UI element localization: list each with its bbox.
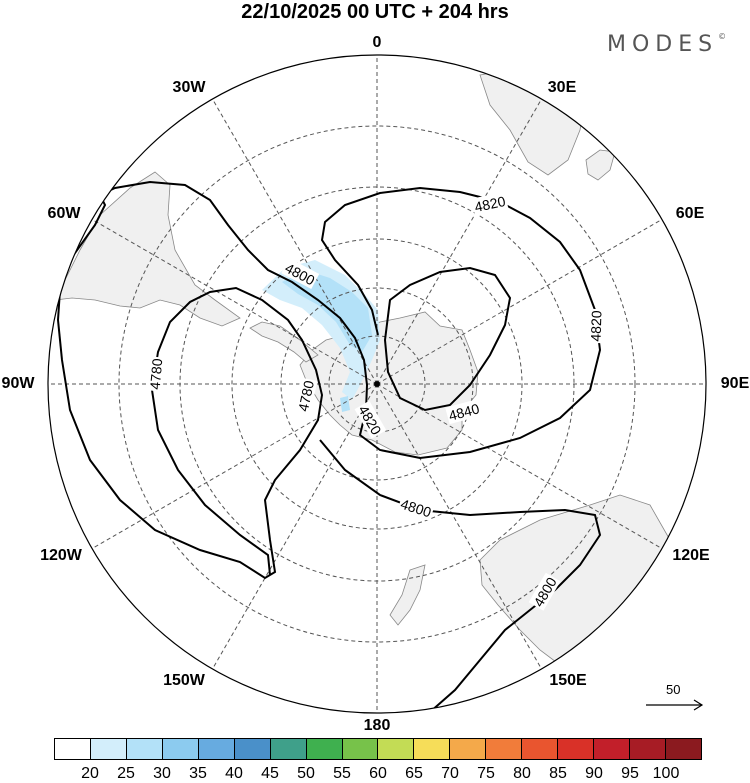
colorbar-tick-label: 25	[117, 765, 135, 782]
reference-vector	[646, 699, 704, 711]
colorbar-tick-label: 20	[81, 765, 99, 782]
longitude-label: 150W	[163, 672, 205, 689]
map-title: 22/10/2025 00 UTC + 204 hrs	[241, 1, 509, 23]
longitude-label: 30E	[547, 79, 577, 96]
land-madagascar	[585, 149, 616, 181]
longitude-label: 120W	[40, 547, 82, 564]
colorbar-tick-label: 70	[441, 765, 459, 782]
wind-shading-spot	[340, 396, 350, 412]
colorbar-swatch	[378, 739, 415, 759]
contour-4820-outer	[99, 180, 602, 460]
contour-label-text: 4820	[587, 310, 604, 342]
contour-label: 4820	[471, 191, 509, 216]
meridian-line	[376, 219, 663, 385]
pole-marker	[374, 381, 380, 387]
colorbar-tick-label: 40	[225, 765, 243, 782]
colorbar-swatch	[198, 739, 235, 759]
contour-label-text: 4780	[147, 358, 166, 391]
contour-label-text: 4800	[399, 496, 434, 521]
contour-label: 4780	[293, 377, 318, 415]
contour-label-halo	[471, 191, 509, 216]
meridian-line	[91, 383, 378, 549]
longitude-label: 60E	[675, 205, 705, 222]
brand-logo: MODES©	[607, 32, 726, 57]
colorbar-swatch	[270, 739, 307, 759]
brand-text: MODES	[607, 32, 719, 57]
longitude-label: 90W	[1, 375, 35, 392]
meridian-line	[91, 219, 378, 385]
colorbar-tick-label: 50	[297, 765, 315, 782]
land-new-zealand	[389, 564, 426, 626]
contour-label-halo	[145, 356, 166, 392]
contour-label-halo	[281, 258, 320, 290]
longitude-label: 150E	[549, 672, 587, 689]
latitude-circle-2	[280, 287, 474, 481]
colorbar-tick-label: 30	[153, 765, 171, 782]
longitude-label: 30W	[172, 79, 206, 96]
meridian-line	[212, 383, 378, 670]
colorbar-swatch	[162, 739, 199, 759]
colorbar-tick-label: 90	[585, 765, 603, 782]
latitude-circle-3	[231, 238, 523, 530]
contour-label-halo	[293, 377, 318, 415]
latitude-circle-1	[328, 335, 426, 433]
meridian-line	[376, 98, 542, 385]
brand-mark: ©	[718, 32, 727, 41]
contour-label-halo	[528, 572, 561, 611]
colorbar-swatch	[234, 739, 271, 759]
meridian-line	[376, 383, 663, 549]
contour-label-halo	[354, 400, 387, 439]
colorbar-tick-label: 95	[621, 765, 639, 782]
colorbar-tick-label: 65	[405, 765, 423, 782]
land-peninsula	[249, 321, 319, 363]
contour-label-text: 4780	[295, 379, 317, 413]
longitude-label: 60W	[47, 205, 81, 222]
contour-4840	[383, 266, 512, 412]
meridian-line	[376, 383, 542, 670]
colorbar-swatch	[306, 739, 343, 759]
graticule	[48, 55, 706, 713]
colorbar-ticks: 20 25 30 35 40 45 50 55 60 65 70 75 80 85 90 95 100	[54, 765, 702, 783]
map-boundary	[47, 54, 707, 714]
colorbar-tick-label: 45	[261, 765, 279, 782]
colorbar-tick-label: 35	[189, 765, 207, 782]
colorbar-tick-label: 60	[369, 765, 387, 782]
contour-label-text: 4840	[447, 400, 481, 424]
colorbar-tick-label: 85	[549, 765, 567, 782]
colorbar-swatch	[450, 739, 487, 759]
colorbar-tick-label: 75	[477, 765, 495, 782]
colorbar-swatch	[558, 739, 595, 759]
longitude-label: 0	[372, 34, 382, 51]
longitude-label: 120E	[672, 547, 710, 564]
colorbar-swatch	[414, 739, 451, 759]
colorbar-swatch	[55, 739, 91, 759]
latitude-circle-5	[118, 125, 636, 643]
colorbar-tick-label: 80	[513, 765, 531, 782]
colorbar-swatch	[90, 739, 127, 759]
contour-label: 4800	[397, 494, 435, 521]
contour-label-halo	[397, 494, 435, 521]
reference-vector-head	[693, 699, 704, 711]
colorbar	[54, 738, 702, 760]
reference-vector-label: 50	[666, 682, 681, 697]
colorbar-tick-label: 100	[652, 765, 680, 782]
contour-label-halo	[586, 308, 605, 344]
meridian-line	[212, 98, 378, 385]
contour-label-text: 4820	[473, 193, 507, 215]
colorbar-swatch	[630, 739, 666, 759]
longitude-label: 180	[363, 717, 391, 734]
colorbar-swatch	[486, 739, 523, 759]
contour-4780-left	[56, 286, 324, 580]
colorbar-swatch	[594, 739, 630, 759]
colorbar-swatch	[522, 739, 559, 759]
colorbar-swatch	[342, 739, 379, 759]
contour-label: 4820	[586, 308, 605, 344]
land-south-america	[54, 171, 241, 327]
colorbar-swatch	[665, 739, 701, 759]
colorbar-tick-label: 55	[333, 765, 351, 782]
colorbar-swatch	[126, 739, 163, 759]
contour-label: 4780	[145, 356, 166, 392]
longitude-label: 90E	[720, 375, 750, 392]
